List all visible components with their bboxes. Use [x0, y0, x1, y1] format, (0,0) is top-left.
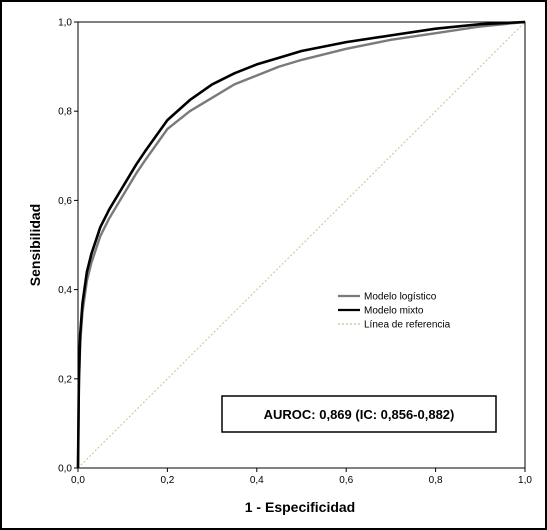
x-tick-label: 0,4: [250, 475, 264, 486]
auroc-annotation-text: AUROC: 0,869 (IC: 0,856-0,882): [264, 407, 455, 422]
axis-ticks: 0,0 0,2 0,4 0,6 0,8 1,0 0,0 0,2 0,4 0,6 0,8 1,0: [58, 18, 532, 487]
x-tick-label: 0,6: [339, 475, 353, 486]
y-tick-label: 0,0: [58, 464, 72, 475]
legend-label-modelo-mixto: Modelo mixto: [364, 306, 424, 317]
series-line-modelo-mixto: [76, 20, 526, 469]
x-tick-label: 0,0: [71, 475, 85, 486]
legend-label-linea-referencia: Línea de referencia: [364, 320, 451, 331]
y-axis-title: Sensibilidad: [27, 204, 43, 286]
x-axis-title: 1 - Especificidad: [245, 499, 355, 515]
x-tick-label: 1,0: [518, 475, 532, 486]
auroc-annotation: AUROC: 0,869 (IC: 0,856-0,882): [221, 395, 497, 433]
y-tick-label: 1,0: [58, 18, 72, 29]
y-tick-label: 0,8: [58, 107, 72, 118]
y-tick-label: 0,2: [58, 374, 72, 385]
x-tick-label: 0,2: [160, 475, 174, 486]
y-tick-label: 0,4: [58, 285, 72, 296]
series-group: [76, 20, 526, 469]
legend-label-modelo-logistico: Modelo logístico: [364, 292, 437, 303]
y-tick-label: 0,6: [58, 196, 72, 207]
x-tick-label: 0,8: [429, 475, 443, 486]
legend: Modelo logístico Modelo mixto Línea de r…: [338, 292, 451, 331]
series-line-linea-de-referencia: [77, 21, 526, 469]
auroc-annotation-box: [221, 395, 497, 433]
plot-area: [77, 21, 526, 469]
